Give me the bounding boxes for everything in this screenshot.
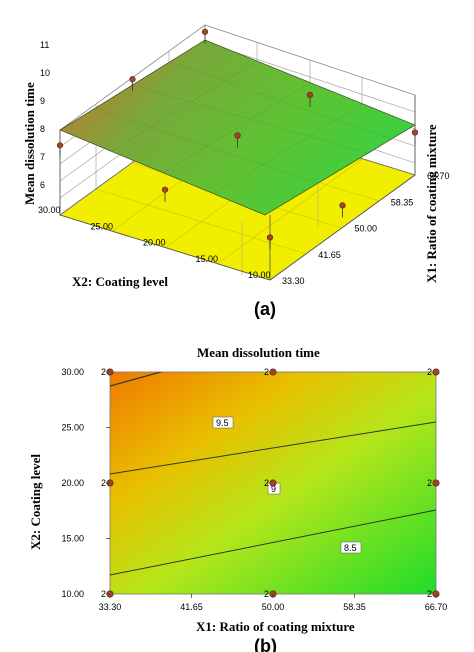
y-tick-label: 15.00 [61,534,84,544]
contour-label-8.5: 8.5 [344,543,357,553]
contour-title: Mean dissolution time [197,345,320,360]
y-tick-label: 25.00 [61,423,84,433]
design-point-marker [306,91,314,98]
design-point [432,479,440,487]
design-point-marker [161,186,169,193]
z-tick-label: 9 [40,96,45,106]
x2-tick-label: 25.00 [91,221,114,231]
contour-label-9.5: 9.5 [216,418,229,428]
x-tick-label: 50.00 [262,602,285,612]
z-tick-label: 7 [40,152,45,162]
contour-y-ticks: 30.00 25.00 20.00 15.00 10.00 [61,367,110,599]
design-point-count: 2 [101,589,106,599]
surface-design-points [56,28,419,250]
design-point [269,368,277,376]
x2-axis-ticks: 30.00 25.00 20.00 15.00 10.00 [38,205,271,280]
design-point-count: 2 [264,367,269,377]
surface-plot-panel: 11 10 9 8 7 6 30.00 25.00 20.00 15.00 10.00 33.30… [22,24,450,319]
design-point-marker [234,132,241,139]
z-axis-label: Mean dissolution time [22,82,37,205]
panel-label-b: (b) [254,636,277,652]
x1-tick-label: 66.70 [427,171,450,181]
design-point-marker [56,142,64,149]
design-point-count: 2 [427,478,432,488]
design-point-count: 2 [427,367,432,377]
floor-shadow-lines [241,175,319,275]
x1-axis-label: X1: Ratio of coating mixture [424,124,439,283]
contour-value-labels: 9.5 9 8.5 [212,416,362,554]
z-tick-label: 10 [40,68,50,78]
x-tick-label: 66.70 [425,602,448,612]
y-tick-label: 30.00 [61,367,84,377]
design-point-marker [129,76,136,83]
x1-tick-label: 58.35 [391,197,414,207]
design-point-marker [411,129,419,136]
y-tick-label: 20.00 [61,478,84,488]
contour-x-ticks: 33.30 41.65 50.00 58.35 66.70 [99,594,448,612]
design-point-count: 2 [264,478,269,488]
design-point-count: 2 [101,367,106,377]
z-tick-label: 8 [40,124,45,134]
contour-line-9 [109,421,437,475]
surface-mesh [95,60,392,195]
contour-line-8.5 [109,509,437,576]
x2-tick-label: 30.00 [38,205,61,215]
contour-lines [109,372,437,576]
x2-tick-label: 10.00 [248,270,271,280]
design-point [432,368,440,376]
design-point-marker [339,202,346,209]
contour-label-9: 9 [271,484,276,494]
design-point-count: 2 [264,589,269,599]
design-point-count: 2 [101,478,106,488]
x2-tick-label: 20.00 [143,238,166,248]
z-tick-label: 6 [40,180,45,190]
contour-x-axis-label: X1: Ratio of coating mixture [196,619,355,634]
x1-tick-label: 41.65 [318,250,341,260]
z-axis-ticks: 11 10 9 8 7 6 [40,40,50,190]
x1-tick-label: 50.00 [355,224,378,234]
panel-label-a: (a) [254,299,276,319]
design-point-count: 2 [427,589,432,599]
z-tick-label: 11 [40,40,49,50]
x1-axis-ticks: 33.30 41.65 50.00 58.35 66.70 [282,171,450,286]
x-tick-label: 33.30 [99,602,122,612]
x-tick-label: 58.35 [343,602,366,612]
x1-tick-label: 33.30 [282,276,305,286]
x2-tick-label: 15.00 [196,254,219,264]
x2-axis-label: X2: Coating level [72,274,168,289]
x-tick-label: 41.65 [180,602,203,612]
contour-y-axis-label: X2: Coating level [28,454,43,550]
design-point-marker [201,28,209,35]
design-point-marker [266,234,274,241]
y-tick-label: 10.00 [61,589,84,599]
contour-plot-panel: Mean dissolution time 9.5 9 8.5 2 2 2 2 2 2 2 2… [28,345,448,652]
design-point [269,479,277,487]
